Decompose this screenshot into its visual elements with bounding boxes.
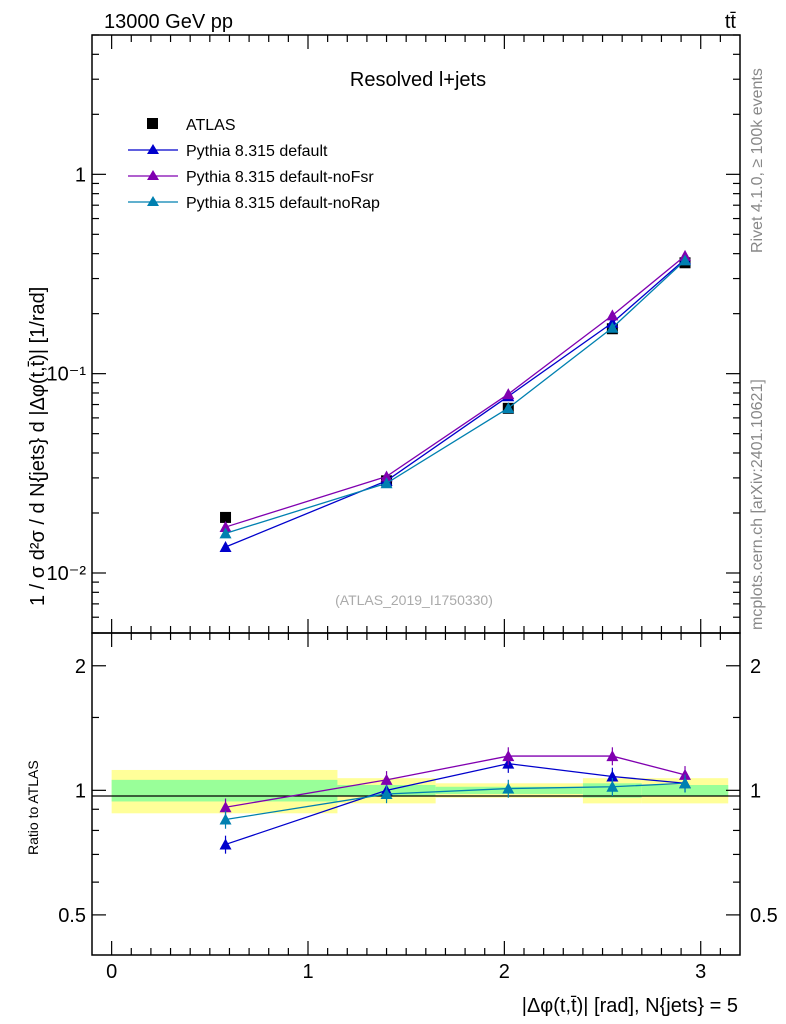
x-tick-label: 1 [302, 961, 313, 983]
ratio-y-tick-label-right: 2 [750, 656, 761, 678]
main-norap-point [502, 402, 515, 414]
plot-title: Resolved l+jets [350, 69, 486, 91]
ratio-default-point [219, 838, 232, 850]
main-nofsr-point [219, 521, 232, 533]
data-series [219, 249, 692, 854]
main-nofsr-point [502, 388, 515, 400]
x-tick-label: 0 [106, 961, 117, 983]
legend-marker-norap [147, 196, 159, 206]
ratio-nofsr-point [219, 801, 232, 813]
x-tick-label: 2 [499, 961, 510, 983]
legend: ATLAS Pythia 8.315 default Pythia 8.315 … [128, 117, 380, 212]
legend-marker-atlas [147, 118, 158, 129]
ratio-y-tick-label-left: 2 [75, 656, 86, 678]
header-right: tt̄ [725, 11, 737, 33]
ratio-nofsr-point [606, 750, 619, 762]
ratio-y-tick-label-left: 0.5 [58, 905, 86, 927]
legend-label-norap: Pythia 8.315 default-noRap [186, 195, 380, 212]
main-norap-point [219, 527, 232, 539]
side-label-bottom: mcplots.cern.ch [arXiv:2401.10621] [749, 379, 766, 630]
legend-marker-nofsr [147, 170, 159, 180]
ratio-nofsr-point [502, 750, 515, 762]
side-label-top: Rivet 4.1.0, ≥ 100k events [749, 68, 766, 253]
analysis-watermark: (ATLAS_2019_I1750330) [335, 592, 493, 608]
ratio-nofsr-point [380, 773, 393, 785]
axis-ticks: 0 1 2 3 10⁻² 10⁻¹ 1 0.5 0.5 1 1 2 2 [47, 34, 778, 983]
ratio-y-tick-label-right: 0.5 [750, 905, 778, 927]
ratio-nofsr-point [679, 768, 692, 780]
ratio-y-tick-label-left: 1 [75, 780, 86, 802]
ratio-band-inner [111, 779, 338, 802]
ratio-norap-point [502, 782, 515, 794]
ratio-default-point [606, 770, 619, 782]
y-tick-label: 10⁻¹ [47, 364, 87, 386]
main-norap-point [380, 477, 393, 489]
legend-label-atlas: ATLAS [186, 117, 236, 134]
legend-label-default: Pythia 8.315 default [186, 143, 328, 160]
ratio-y-axis-label: Ratio to ATLAS [25, 760, 41, 855]
x-axis-label: |Δφ(t,t̄)| [rad], N{jets} = 5 [522, 995, 738, 1017]
main-norap-line [225, 259, 686, 535]
y-tick-label: 10⁻² [47, 563, 87, 585]
main-norap-point [679, 254, 692, 266]
header-left: 13000 GeV pp [104, 11, 233, 33]
main-norap-point [606, 321, 619, 333]
y-tick-label: 1 [75, 164, 86, 186]
ratio-norap-point [606, 780, 619, 792]
legend-label-nofsr: Pythia 8.315 default-noFsr [186, 169, 374, 186]
main-nofsr-point [606, 309, 619, 321]
main-atlas-point [220, 511, 232, 523]
x-tick-label: 3 [695, 961, 706, 983]
ratio-plot-frame [91, 632, 741, 956]
main-nofsr-point [380, 470, 393, 482]
main-default-point [219, 541, 232, 553]
legend-marker-default [147, 144, 159, 154]
ratio-norap-point [679, 777, 692, 789]
ratio-norap-point [219, 813, 232, 825]
ratio-norap-point [380, 787, 393, 799]
main-default-line [225, 258, 686, 548]
ratio-uncertainty-bands [111, 769, 729, 814]
main-nofsr-line [225, 255, 686, 528]
y-axis-label: 1 / σ d²σ / d N{jets} d |Δφ(t,t̄)| [1/ra… [27, 287, 49, 606]
ratio-y-tick-label-right: 1 [750, 780, 761, 802]
